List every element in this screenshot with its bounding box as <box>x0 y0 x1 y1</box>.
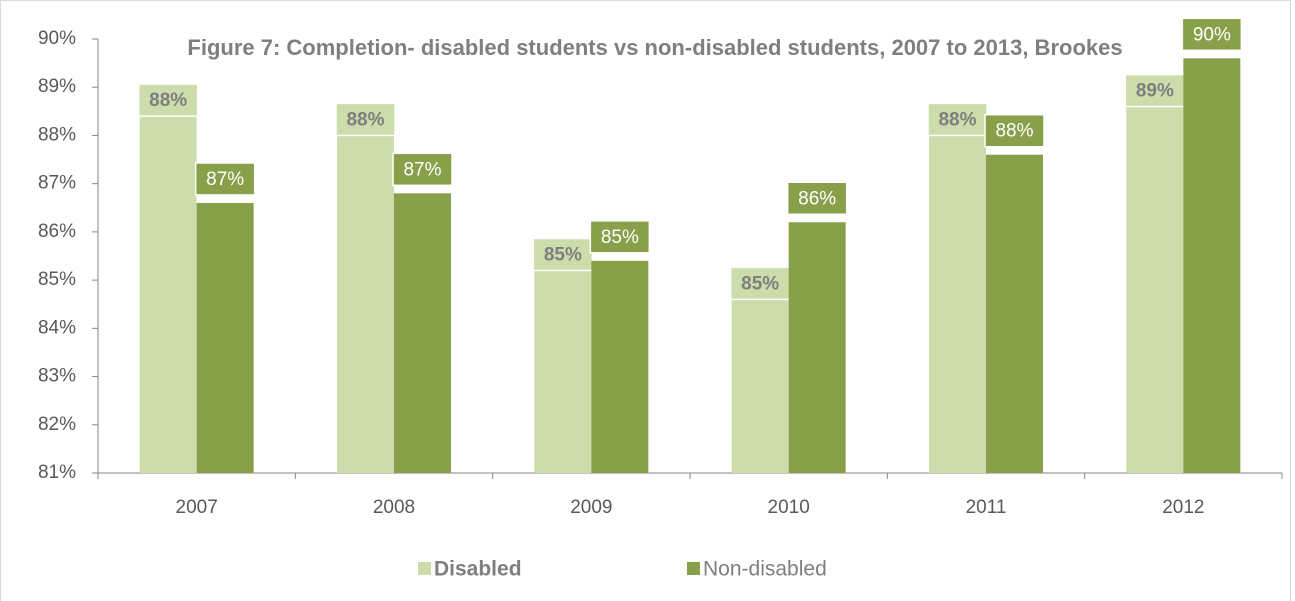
value-label: 85% <box>601 227 639 248</box>
x-tick-label: 2009 <box>570 497 612 518</box>
value-label-box <box>984 113 1045 148</box>
value-label-box <box>335 102 396 137</box>
bar <box>986 154 1043 473</box>
value-label: 85% <box>544 244 582 265</box>
y-tick-label: 88% <box>38 124 76 145</box>
bar <box>1126 106 1184 473</box>
bar <box>788 222 846 473</box>
y-tick-label: 86% <box>38 221 76 242</box>
value-label: 85% <box>741 273 779 294</box>
value-label-box <box>532 237 594 272</box>
y-tick-label: 85% <box>38 269 76 290</box>
x-tick-label: 2011 <box>966 497 1007 518</box>
legend-label: Non-disabled <box>703 558 827 581</box>
y-tick-label: 89% <box>38 76 76 97</box>
value-label: 86% <box>798 188 836 209</box>
y-tick-label: 90% <box>38 28 76 49</box>
y-tick-label: 83% <box>38 366 76 387</box>
bar <box>196 202 254 473</box>
bar <box>591 260 649 473</box>
y-tick-label: 81% <box>38 462 76 483</box>
value-label-box <box>392 152 453 187</box>
bar <box>337 135 394 473</box>
value-label-box <box>1124 73 1186 108</box>
value-label-box <box>194 162 256 196</box>
value-label: 88% <box>938 109 976 130</box>
bar <box>929 135 986 473</box>
value-label: 89% <box>1136 81 1174 102</box>
value-label: 88% <box>995 121 1033 142</box>
x-tick-label: 2007 <box>176 497 218 518</box>
value-label-box <box>137 83 199 117</box>
y-tick-label: 87% <box>38 173 76 194</box>
value-label-box <box>786 181 848 215</box>
bar <box>394 193 451 474</box>
value-label: 90% <box>1193 24 1231 45</box>
bar <box>731 299 789 473</box>
bar <box>1183 58 1241 474</box>
bar <box>534 270 592 473</box>
value-label-box <box>589 220 651 254</box>
x-tick-label: 2008 <box>373 497 415 518</box>
legend-label: Disabled <box>434 558 522 581</box>
value-label: 87% <box>403 159 441 180</box>
legend-swatch <box>687 562 700 575</box>
x-tick-label: 2010 <box>768 497 810 518</box>
y-tick-label: 82% <box>38 414 76 435</box>
value-label-box <box>1181 17 1243 52</box>
legend-swatch <box>418 562 431 575</box>
y-tick-label: 84% <box>38 317 76 338</box>
value-label: 87% <box>206 169 244 190</box>
value-label: 88% <box>149 90 187 111</box>
bar <box>139 116 197 474</box>
value-label: 88% <box>346 109 384 130</box>
x-tick-label: 2012 <box>1162 497 1204 518</box>
chart-title: Figure 7: Completion- disabled students … <box>187 35 1123 60</box>
